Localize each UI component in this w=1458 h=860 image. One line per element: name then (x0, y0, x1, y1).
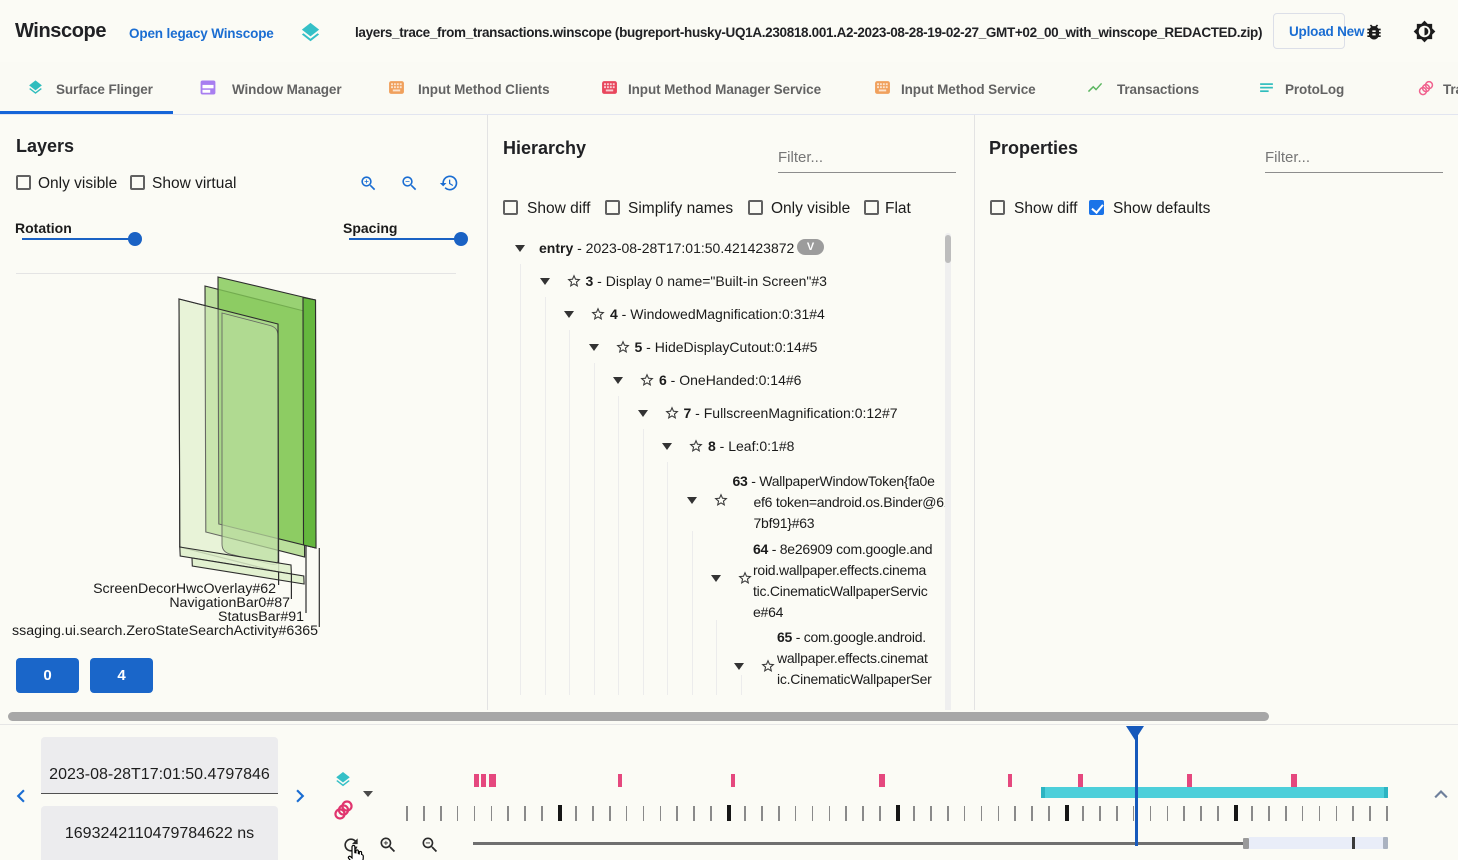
svg-text:StatusBar#91: StatusBar#91 (218, 609, 304, 625)
svg-text:ssaging.ui.search.ZeroStateSea: ssaging.ui.search.ZeroStateSearchActivit… (12, 623, 318, 639)
svg-text:NavigationBar0#87: NavigationBar0#87 (169, 595, 290, 611)
svg-text:ScreenDecorHwcOverlay#62: ScreenDecorHwcOverlay#62 (93, 581, 276, 597)
